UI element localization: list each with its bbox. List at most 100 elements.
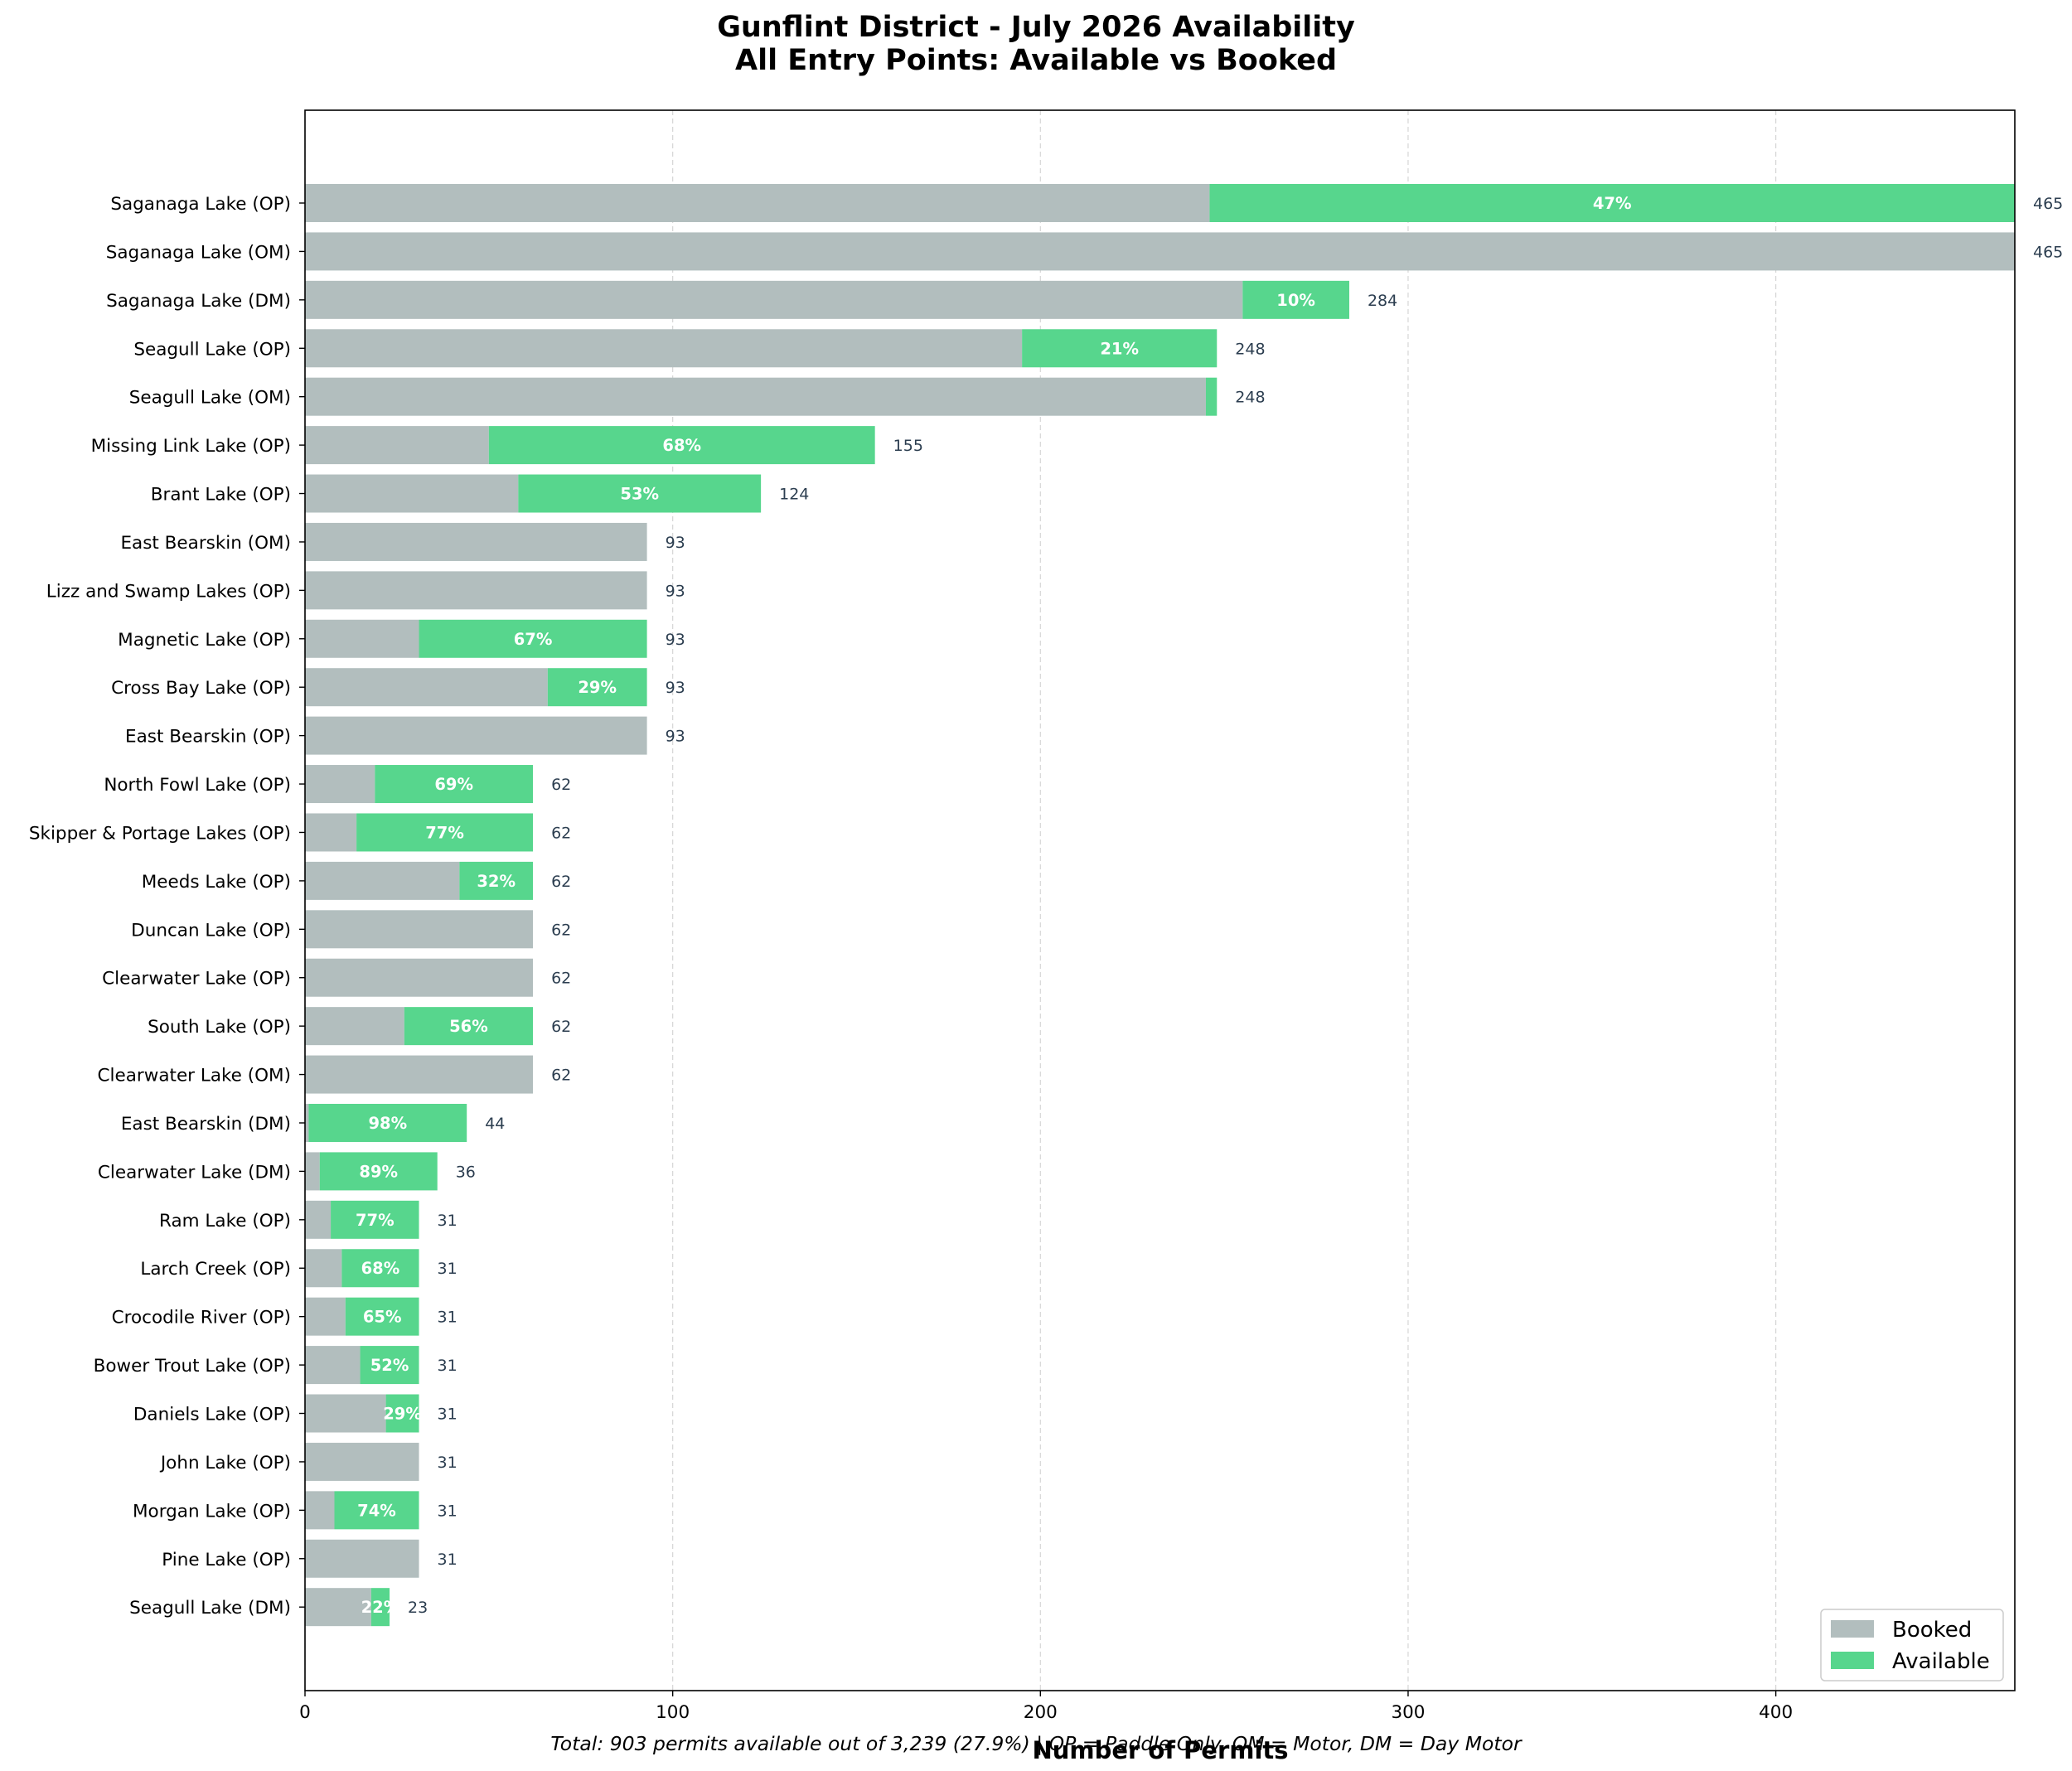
- available-percent-label: 98%: [368, 1114, 407, 1133]
- y-tick-label: Crocodile River (OP): [112, 1308, 291, 1328]
- y-axis: Saganaga Lake (OP) Saganaga Lake (OM) Saga…: [29, 194, 305, 1619]
- plot-frame: [304, 109, 2016, 1691]
- legend: Booked Available: [1820, 1609, 2004, 1681]
- y-tick-label: Clearwater Lake (OM): [98, 1066, 291, 1086]
- bar-available: [334, 1491, 419, 1530]
- available-percent-label: 77%: [425, 823, 464, 842]
- total-permits-label: 31: [438, 1309, 457, 1327]
- bar-available: [375, 765, 534, 804]
- bar-available: [385, 1394, 419, 1433]
- bar-booked: [305, 716, 647, 755]
- available-percent-label: 89%: [359, 1162, 398, 1181]
- available-percent-label: 67%: [514, 630, 553, 649]
- bar-booked: [305, 184, 1210, 222]
- bar-booked: [305, 1346, 361, 1385]
- bar-booked: [305, 522, 647, 561]
- x-tick-label: 200: [1024, 1702, 1058, 1723]
- total-permits-label: 31: [438, 1454, 457, 1472]
- total-permits-label: 93: [666, 679, 685, 697]
- bar-booked: [305, 571, 647, 610]
- total-permits-label: 31: [438, 1551, 457, 1569]
- y-tick-label: Seagull Lake (OP): [133, 339, 291, 360]
- bar-booked: [305, 426, 489, 465]
- y-tick-label: South Lake (OP): [148, 1017, 291, 1038]
- bar-available: [1022, 329, 1218, 368]
- y-tick-label: Larch Creek (OP): [140, 1259, 291, 1280]
- x-tick-label: 100: [656, 1702, 690, 1723]
- total-permits-label: 155: [893, 437, 923, 455]
- legend-swatch-available: [1831, 1652, 1874, 1669]
- available-percent-label: 77%: [356, 1211, 395, 1230]
- total-permits-label: 31: [438, 1260, 457, 1278]
- total-permits-label: 62: [551, 1018, 571, 1036]
- bar-available: [547, 668, 647, 707]
- total-permits-label: 124: [779, 486, 809, 504]
- total-permits-label: 36: [456, 1163, 476, 1181]
- y-tick-label: Seagull Lake (DM): [129, 1598, 291, 1619]
- bar-booked: [305, 1588, 371, 1627]
- x-tick-label: 0: [299, 1702, 311, 1723]
- y-tick-label: Cross Bay Lake (OP): [111, 678, 291, 699]
- bar-booked: [305, 1007, 404, 1046]
- bar-booked: [305, 1055, 534, 1094]
- bar-available: [331, 1200, 419, 1239]
- bar-booked: [305, 474, 519, 513]
- y-tick-label: Saganaga Lake (OP): [110, 194, 291, 215]
- y-tick-label: Pine Lake (OP): [162, 1550, 291, 1570]
- bar-booked: [305, 1394, 386, 1433]
- available-percent-label: 69%: [434, 775, 473, 794]
- legend-label-booked: Booked: [1892, 1618, 1972, 1643]
- y-tick-label: Daniels Lake (OP): [133, 1405, 291, 1425]
- total-permits-label: 93: [666, 631, 685, 649]
- bar-available: [356, 813, 534, 852]
- bar-booked: [305, 377, 1206, 416]
- legend-swatch-booked: [1831, 1620, 1874, 1638]
- bar-available: [360, 1346, 419, 1385]
- available-percent-label: 68%: [662, 436, 701, 455]
- y-tick-label: East Bearskin (DM): [121, 1114, 291, 1135]
- total-permits-label: 31: [438, 1357, 457, 1375]
- bar-booked: [305, 861, 460, 900]
- available-percent-label: 47%: [1593, 194, 1632, 213]
- available-percent-label: 32%: [477, 872, 516, 891]
- chart-title: Gunflint District - July 2026 Availabili…: [717, 11, 1355, 44]
- bar-available: [518, 474, 762, 513]
- y-tick-label: Morgan Lake (OP): [133, 1501, 291, 1522]
- available-percent-label: 29%: [383, 1405, 422, 1424]
- total-permits-label: 248: [1235, 340, 1265, 358]
- available-percent-label: 65%: [363, 1308, 402, 1327]
- bar-booked: [305, 1539, 419, 1578]
- bars: 47% 465 465 10% 284 21% 248 248 68% 155 53% 124 93 93…: [305, 184, 2063, 1627]
- bar-booked: [305, 232, 2015, 271]
- bar-available: [1209, 184, 2015, 222]
- y-tick-label: Missing Link Lake (OP): [91, 436, 291, 457]
- bar-booked: [305, 910, 534, 949]
- bar-available: [1205, 377, 1218, 416]
- available-percent-label: 10%: [1276, 291, 1315, 310]
- bar-available: [370, 1588, 390, 1627]
- bar-booked: [305, 668, 548, 707]
- total-permits-label: 62: [551, 776, 571, 794]
- y-tick-label: Duncan Lake (OP): [131, 920, 291, 941]
- bar-available: [308, 1103, 467, 1142]
- available-percent-label: 22%: [361, 1598, 400, 1617]
- total-permits-label: 62: [551, 970, 571, 988]
- bar-booked: [305, 765, 375, 804]
- y-tick-label: East Bearskin (OP): [125, 727, 291, 748]
- bar-booked: [305, 958, 534, 997]
- bar-booked: [305, 619, 419, 658]
- y-tick-label: Lizz and Swamp Lakes (OP): [46, 581, 291, 602]
- available-percent-label: 21%: [1100, 339, 1139, 358]
- y-tick-label: Clearwater Lake (OP): [102, 969, 291, 990]
- y-tick-label: Ram Lake (OP): [159, 1211, 291, 1231]
- total-permits-label: 93: [666, 534, 685, 552]
- bar-booked: [305, 280, 1243, 319]
- total-permits-label: 62: [551, 921, 571, 939]
- y-tick-label: East Bearskin (OM): [120, 533, 291, 554]
- total-permits-label: 93: [666, 728, 685, 746]
- total-permits-label: 465: [2033, 195, 2063, 213]
- y-tick-label: Saganaga Lake (OM): [106, 242, 291, 263]
- bar-available: [459, 861, 534, 900]
- total-permits-label: 62: [551, 1067, 571, 1085]
- bar-available: [404, 1007, 534, 1046]
